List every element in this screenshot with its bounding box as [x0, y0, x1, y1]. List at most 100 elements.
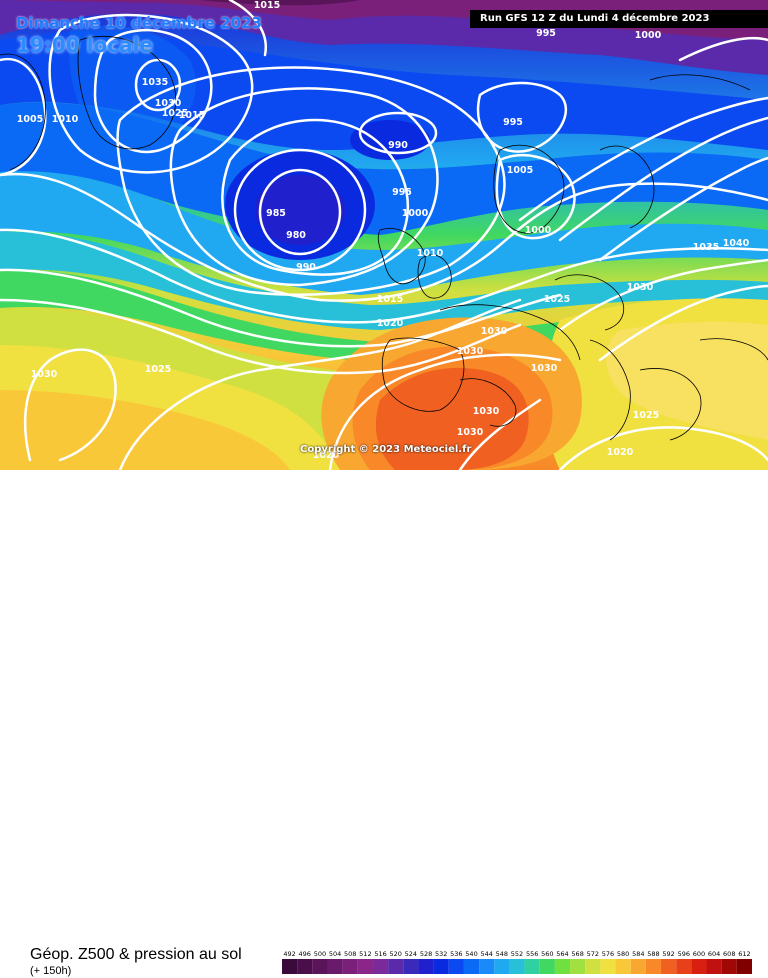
scale-tick-label: 552: [511, 950, 523, 958]
isobar-label: 1000: [525, 225, 552, 236]
isobar-label: 1000: [402, 208, 429, 219]
scale-tick-label: 520: [389, 950, 401, 958]
legend-footer: Géop. Z500 & pression au sol (+ 150h) 49…: [0, 470, 768, 977]
scale-tick-label: 584: [632, 950, 644, 958]
scale-tick-label: 500: [314, 950, 326, 958]
isobar-label: 1000: [635, 30, 662, 41]
scale-tick-label: 540: [465, 950, 477, 958]
scale-swatch: [615, 959, 631, 974]
scale-tick-label: 528: [420, 950, 432, 958]
legend-subtitle: (+ 150h): [30, 965, 72, 977]
isobar-label: 1005: [17, 114, 43, 125]
scale-swatch: [297, 959, 313, 974]
scale-tick-label: 588: [647, 950, 659, 958]
isobar-label: 1030: [473, 406, 500, 417]
scale-swatch: [357, 959, 373, 974]
isobar-label: 1030: [155, 98, 182, 109]
scale-swatch: [600, 959, 616, 974]
scale-swatch: [721, 959, 737, 974]
isobar-label: 985: [266, 208, 286, 219]
isobar-label: 1025: [633, 410, 659, 421]
scale-tick-label: 516: [374, 950, 386, 958]
isobar-label: 1035: [693, 242, 719, 253]
scale-swatch: [706, 959, 722, 974]
isobar-label: 995: [503, 117, 523, 128]
isobar-label: 1025: [162, 108, 188, 119]
scale-tick-label: 532: [435, 950, 447, 958]
isobar-label: 1025: [544, 294, 570, 305]
scale-tick-label: 524: [405, 950, 417, 958]
isobar-label: 1030: [627, 282, 654, 293]
isobar-label: 1030: [457, 427, 484, 438]
scale-swatch: [524, 959, 540, 974]
isobar-label: 1030: [31, 369, 58, 380]
scale-swatch: [463, 959, 480, 974]
scale-tick-label: 580: [617, 950, 629, 958]
scale-swatch: [494, 959, 510, 974]
scale-swatch: [676, 959, 692, 974]
isobar-label: 1025: [145, 364, 171, 375]
forecast-date: Dimanche 10 décembre 2023: [16, 14, 262, 32]
isobar-label: 1035: [142, 77, 168, 88]
isobar-label: 1030: [481, 326, 508, 337]
scale-swatch: [418, 959, 434, 974]
scale-swatch: [403, 959, 419, 974]
scale-swatch: [736, 959, 752, 974]
scale-tick-label: 592: [662, 950, 674, 958]
run-info-banner: Run GFS 12 Z du Lundi 4 décembre 2023: [470, 10, 768, 28]
scale-tick-label: 496: [299, 950, 311, 958]
isobar-label: 1015: [254, 0, 280, 11]
isobar-label: 995: [392, 187, 412, 198]
scale-tick-label: 568: [571, 950, 583, 958]
scale-swatch: [388, 959, 404, 974]
isobar-label: 1040: [723, 238, 750, 249]
isobar-label: 1010: [417, 248, 444, 259]
isobar-label: 990: [388, 140, 408, 151]
scale-swatch: [554, 959, 571, 974]
isobar-label: 980: [286, 230, 306, 241]
isobar-label: 1030: [457, 346, 484, 357]
scale-swatch: [282, 959, 298, 974]
scale-swatch: [630, 959, 646, 974]
scale-swatch: [372, 959, 389, 974]
scale-tick-label: 600: [693, 950, 705, 958]
scale-tick-label: 556: [526, 950, 538, 958]
scale-tick-label: 544: [480, 950, 492, 958]
scale-tick-label: 512: [359, 950, 371, 958]
scale-swatch: [342, 959, 358, 974]
isobar-label: 1020: [607, 447, 634, 458]
isobar-label: 1015: [377, 294, 403, 305]
scale-swatch: [691, 959, 707, 974]
scale-tick-label: 608: [723, 950, 735, 958]
scale-tick-label: 596: [678, 950, 690, 958]
scale-swatch: [585, 959, 601, 974]
scale-swatch: [479, 959, 495, 974]
scale-swatch: [312, 959, 328, 974]
scale-tick-label: 560: [541, 950, 553, 958]
scale-swatch: [661, 959, 677, 974]
scale-tick-label: 492: [283, 950, 295, 958]
isobar-label: 1020: [313, 450, 340, 461]
scale-swatch: [327, 959, 343, 974]
isobar-label: 1010: [52, 114, 79, 125]
scale-swatch: [539, 959, 555, 974]
isobar-label: 995: [536, 28, 556, 39]
scale-tick-label: 536: [450, 950, 462, 958]
scale-swatch: [509, 959, 525, 974]
copyright-text: Copyright © 2023 Meteociel.fr: [300, 444, 472, 455]
scale-swatch: [433, 959, 449, 974]
scale-tick-label: 604: [708, 950, 720, 958]
isobar-label: 1005: [507, 165, 533, 176]
isobar-label: 1015: [179, 110, 205, 121]
isobar-label: 990: [296, 262, 316, 273]
scale-tick-label: 548: [496, 950, 508, 958]
scale-tick-label: 612: [738, 950, 750, 958]
scale-tick-label: 576: [602, 950, 614, 958]
forecast-time: 19:00 locale: [16, 33, 153, 57]
scale-tick-label: 504: [329, 950, 341, 958]
scale-swatch: [570, 959, 586, 974]
legend-title: Géop. Z500 & pression au sol: [30, 946, 242, 963]
color-scale: 492 496 500 504 508 512 516 520 524 528 532 536 540 5…: [282, 950, 752, 974]
